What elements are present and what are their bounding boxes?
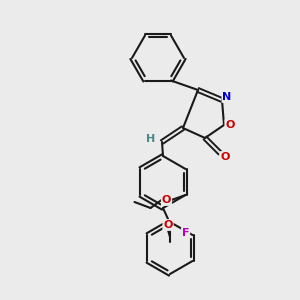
Text: O: O (225, 120, 235, 130)
Text: F: F (182, 228, 189, 238)
Text: O: O (220, 152, 230, 162)
Text: N: N (222, 92, 232, 102)
Text: H: H (146, 134, 156, 144)
Text: O: O (163, 220, 173, 230)
Text: O: O (162, 195, 171, 205)
